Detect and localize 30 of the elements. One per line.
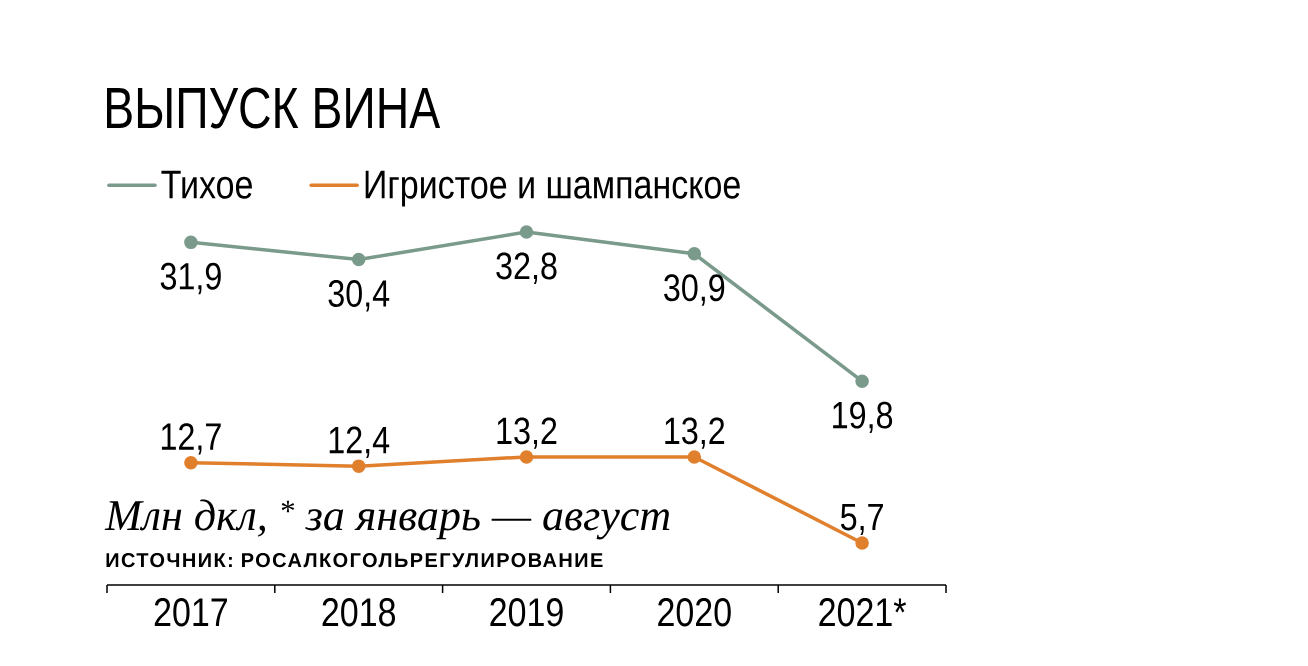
data-label: 30,9 xyxy=(664,274,725,306)
data-label: 31,9 xyxy=(160,262,221,295)
point xyxy=(351,252,366,267)
legend-label: Игристое и шампанское xyxy=(365,170,740,207)
data-label: 5,7 xyxy=(840,503,883,535)
x-tick-label: 2020 xyxy=(658,598,731,627)
point xyxy=(184,235,198,250)
point xyxy=(855,374,869,388)
point xyxy=(351,459,366,473)
point xyxy=(855,536,869,550)
point xyxy=(519,225,534,239)
x-tick-label: 2018 xyxy=(322,598,396,627)
data-label: 12,4 xyxy=(329,426,390,458)
data-label: 32,8 xyxy=(496,252,557,284)
annotation: Млн дкл, $^{*}$ за январь — август xyxy=(104,499,670,540)
x-tick-label: 2019 xyxy=(490,598,563,627)
point xyxy=(687,450,702,464)
x-tick-label: 2017 xyxy=(154,598,227,627)
data-label: 19,8 xyxy=(833,401,893,434)
text: ИСТОЧНИК: РОСАЛКОГОЛЬРЕГУЛИРОВАНИЕ xyxy=(106,553,603,568)
x-tick-label: 2021* xyxy=(819,598,906,627)
data-label: 12,7 xyxy=(161,423,221,455)
legend-label: Тихое xyxy=(161,170,252,199)
chart-title: ВЫПУСК ВИНА xyxy=(107,87,441,129)
data-label: 13,2 xyxy=(497,417,557,449)
point xyxy=(687,247,702,261)
point xyxy=(184,455,198,470)
data-label: 13,2 xyxy=(665,417,725,449)
data-label: 30,4 xyxy=(328,280,390,312)
point xyxy=(519,450,534,464)
